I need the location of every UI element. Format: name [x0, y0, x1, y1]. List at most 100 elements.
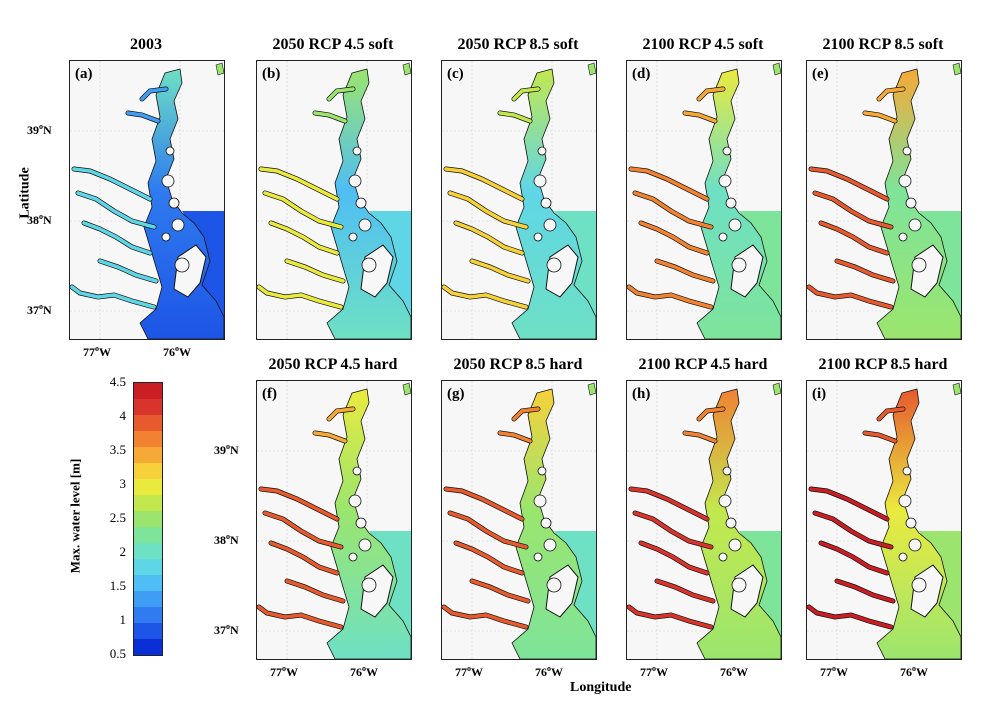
- river-water: [76, 191, 156, 229]
- colorbar-tick-3: 3: [119, 476, 127, 491]
- colorbar-tick-0.5: 0.5: [109, 646, 126, 661]
- colorbar-tick-2.5: 2.5: [109, 510, 126, 525]
- map-canvas: [627, 61, 781, 339]
- river-water: [82, 221, 152, 255]
- river-water: [639, 541, 709, 575]
- colorbar-segment: [134, 479, 162, 495]
- island: [171, 218, 185, 232]
- island: [908, 538, 922, 552]
- colorbar-tick-1: 1: [119, 612, 127, 627]
- colorbar-segment: [134, 527, 162, 543]
- river-water: [263, 191, 343, 229]
- bay-water: [511, 388, 596, 659]
- river-water: [448, 191, 528, 229]
- island: [352, 146, 362, 156]
- island: [725, 197, 737, 209]
- coastal-patch: [952, 62, 961, 76]
- river-water: [444, 167, 524, 201]
- river-water: [629, 487, 709, 521]
- river-water: [863, 431, 897, 443]
- panel-label-i: (i): [812, 386, 827, 402]
- lon-tick-2-77: 77oW: [455, 664, 483, 679]
- panel-title-c: 2050 RCP 8.5 soft: [457, 36, 579, 53]
- bay-water: [511, 68, 596, 339]
- bay-water: [696, 68, 781, 339]
- coastal-patch: [587, 62, 596, 76]
- river-water: [809, 487, 889, 521]
- lon-tick-1-76: 76oW: [350, 664, 378, 679]
- river-water: [639, 221, 709, 255]
- colorbar-segment: [134, 383, 162, 399]
- island: [361, 257, 377, 273]
- river-water: [835, 579, 895, 603]
- river-water: [629, 167, 709, 201]
- lon-tick-2-76: 76oW: [535, 664, 563, 679]
- coastal-patch: [402, 382, 411, 396]
- map-canvas: [442, 61, 596, 339]
- panel-label-f: (f): [262, 386, 277, 402]
- river-water: [697, 87, 725, 101]
- panel-title-e: 2100 RCP 8.5 soft: [822, 36, 944, 53]
- river-water: [70, 285, 156, 309]
- colorbar-segment: [134, 511, 162, 527]
- river-water: [444, 487, 524, 521]
- island: [161, 232, 171, 242]
- island: [533, 552, 543, 562]
- island: [718, 232, 728, 242]
- panel-label-e: (e): [812, 66, 829, 82]
- colorbar-segment: [134, 639, 162, 655]
- lon-tick-0-77: 77oW: [83, 344, 111, 359]
- map-panel-c: (c): [441, 60, 597, 340]
- river-water: [269, 541, 339, 575]
- river-water: [470, 579, 530, 603]
- map-panel-h: (h): [626, 380, 782, 660]
- bay-water: [876, 68, 961, 339]
- island: [718, 174, 732, 188]
- river-water: [442, 605, 528, 629]
- island: [546, 257, 562, 273]
- river-water: [807, 605, 893, 629]
- river-water: [448, 511, 528, 549]
- island: [546, 577, 562, 593]
- lon-tick-3-76: 76oW: [720, 664, 748, 679]
- river-water: [813, 191, 893, 229]
- map-canvas: [257, 61, 411, 339]
- lat-tick-f-38: 38oN: [214, 532, 239, 547]
- lon-tick-4-76: 76oW: [900, 664, 928, 679]
- island: [898, 494, 912, 508]
- river-water: [313, 431, 347, 443]
- river-water: [327, 407, 355, 421]
- map-panel-b: (b): [256, 60, 412, 340]
- river-water: [819, 221, 889, 255]
- coastal-patch: [772, 62, 781, 76]
- map-canvas: [70, 61, 224, 339]
- coastal-patch: [952, 382, 961, 396]
- island: [168, 197, 180, 209]
- river-water: [263, 511, 343, 549]
- bay-water: [326, 388, 411, 659]
- river-water: [835, 259, 895, 283]
- coastal-patch: [402, 62, 411, 76]
- island: [905, 197, 917, 209]
- colorbar-tick-3.5: 3.5: [109, 442, 126, 457]
- island: [358, 218, 372, 232]
- island: [537, 466, 547, 476]
- river-water: [819, 541, 889, 575]
- colorbar-segment: [134, 415, 162, 431]
- river-water: [697, 407, 725, 421]
- colorbar-segment: [134, 495, 162, 511]
- island: [533, 174, 547, 188]
- island: [540, 197, 552, 209]
- island: [543, 218, 557, 232]
- colorbar-tick-2: 2: [119, 544, 127, 559]
- lon-tick-0-76: 76oW: [163, 344, 191, 359]
- panel-label-a: (a): [75, 66, 93, 82]
- map-canvas: [807, 381, 961, 659]
- island: [348, 232, 358, 242]
- coastal-patch: [772, 382, 781, 396]
- x-axis-label: Longitude: [570, 680, 632, 695]
- map-canvas: [442, 381, 596, 659]
- river-water: [627, 605, 713, 629]
- island: [898, 552, 908, 562]
- river-water: [313, 111, 347, 123]
